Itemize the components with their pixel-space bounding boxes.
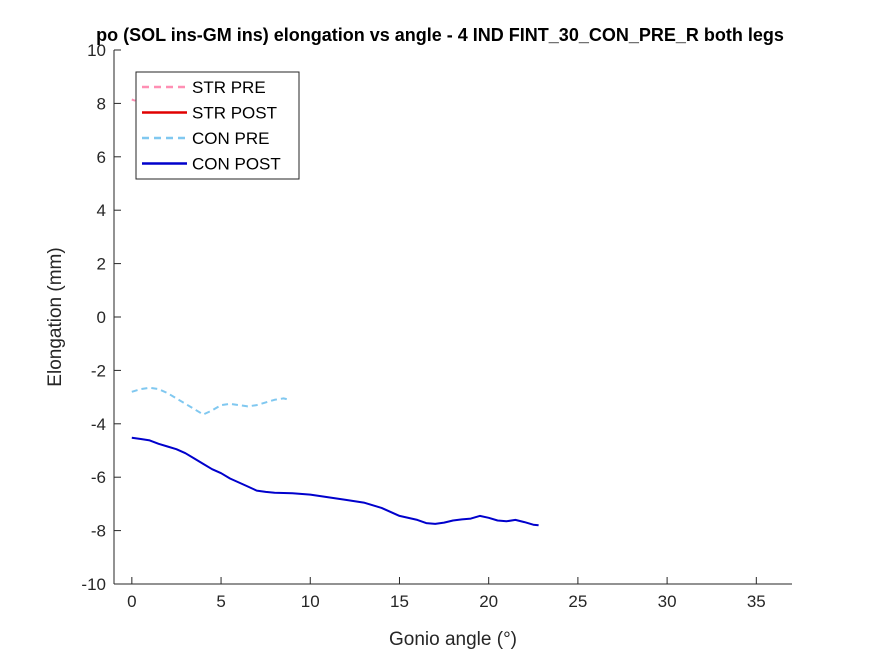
legend: STR PRE STR POST CON PRE CON POST — [135, 71, 300, 180]
y-tick-label: 0 — [97, 308, 106, 327]
y-tick-label: -4 — [91, 415, 106, 434]
legend-label: CON PRE — [192, 129, 269, 148]
x-axis-label: Gonio angle (°) — [389, 629, 517, 650]
x-tick-label: 30 — [658, 592, 677, 611]
chart-title: po (SOL ins-GM ins) elongation vs angle … — [96, 25, 784, 45]
legend-label: CON POST — [192, 155, 281, 174]
series-line-str-pre — [131, 98, 136, 102]
x-tick-label: 5 — [216, 592, 225, 611]
x-tick-label: 15 — [390, 592, 409, 611]
y-tick-label: -2 — [91, 361, 106, 380]
x-tick-label: 35 — [747, 592, 766, 611]
legend-label: STR POST — [192, 104, 277, 123]
x-tick-label: 10 — [301, 592, 320, 611]
legend-label: STR PRE — [192, 78, 266, 97]
y-tick-label: 2 — [97, 255, 106, 274]
y-tick-label: 4 — [97, 201, 106, 220]
y-tick-label: -8 — [91, 522, 106, 541]
y-tick-label: -6 — [91, 468, 106, 487]
series-line-con-pre — [131, 386, 288, 416]
x-tick-label: 20 — [479, 592, 498, 611]
y-tick-label: 8 — [97, 94, 106, 113]
axis-layer: 0 5 10 15 20 25 30 35 -10 -8 -6 -4 -2 0 2 4 6 8 10 — [81, 41, 792, 611]
x-tick-label: 0 — [127, 592, 136, 611]
y-tick-label: 10 — [87, 41, 106, 60]
y-axis-label: Elongation (mm) — [45, 247, 66, 386]
series-layer — [131, 98, 539, 527]
series-line-con-post — [131, 436, 539, 527]
x-tick-label: 25 — [568, 592, 587, 611]
y-tick-label: 6 — [97, 148, 106, 167]
y-tick-label: -10 — [81, 575, 106, 594]
legend-box — [135, 71, 300, 180]
